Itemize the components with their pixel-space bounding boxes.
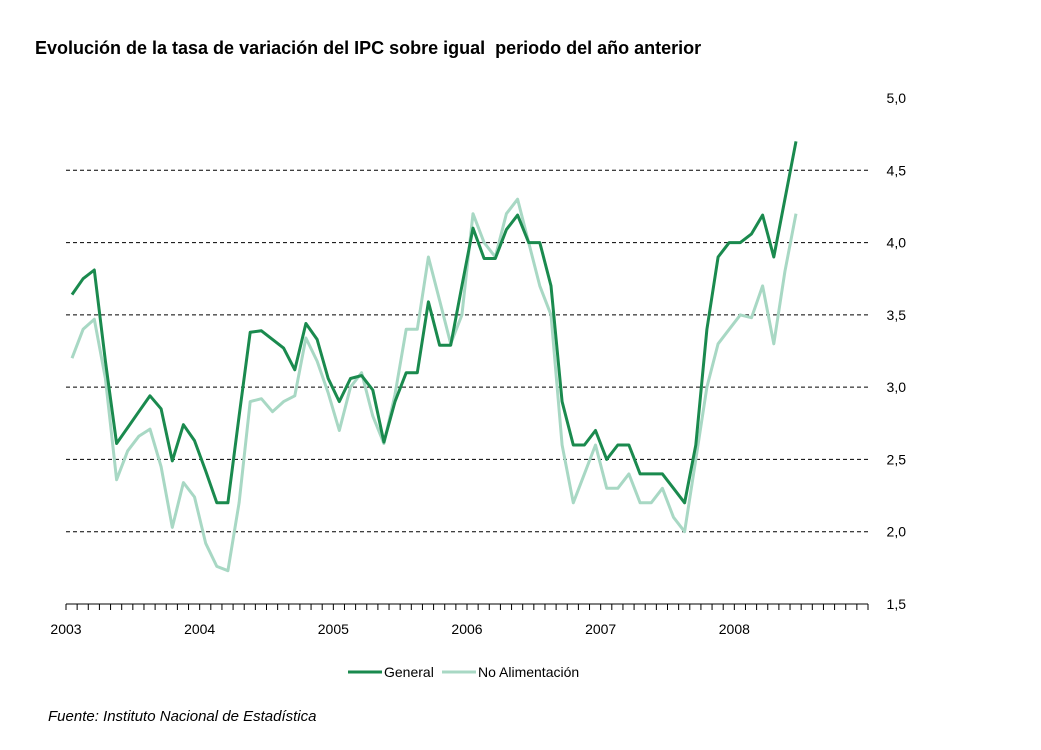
series-line-no-alimentacion [70,197,798,573]
y-tick-label: 4,0 [887,235,907,251]
chart-title: Evolución de la tasa de variación del IP… [35,38,702,58]
legend-label: General [384,664,434,680]
x-tick-label: 2007 [585,621,616,637]
series-lines [70,141,798,573]
y-tick-label: 2,0 [887,524,907,540]
x-tick-label: 2003 [50,621,81,637]
y-tick-label: 1,5 [887,596,907,612]
x-tick-label: 2006 [451,621,482,637]
x-axis [65,603,869,610]
x-tick-label: 2008 [719,621,750,637]
grid-lines [66,169,868,533]
series-line-general [70,141,798,505]
y-tick-label: 5,0 [887,90,907,106]
y-tick-label: 3,0 [887,379,907,395]
y-tick-label: 3,5 [887,307,907,323]
source-note: Fuente: Instituto Nacional de Estadístic… [48,708,317,725]
y-tick-label: 4,5 [887,162,907,178]
legend: General No Alimentación [348,664,579,680]
legend-label: No Alimentación [478,664,579,680]
x-tick-label: 2004 [184,621,215,637]
y-axis-tick-labels: 5,0 4,5 4,0 3,5 3,0 2,5 2,0 1,5 [887,90,907,612]
x-tick-label: 2005 [318,621,349,637]
y-tick-label: 2,5 [887,451,907,467]
x-axis-tick-labels: 2003 2004 2005 2006 2007 2008 [50,621,750,637]
